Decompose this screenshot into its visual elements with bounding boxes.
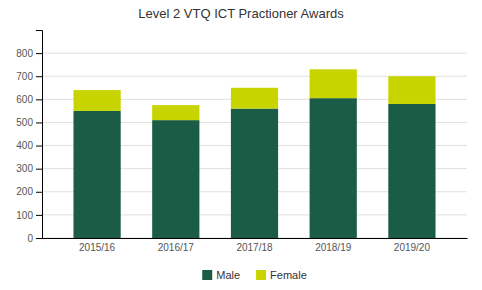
axis-line xyxy=(36,31,43,239)
tick-mark xyxy=(36,215,42,216)
tick-mark xyxy=(36,76,42,77)
tick-mark xyxy=(36,53,42,54)
tick: 400 xyxy=(16,140,42,151)
legend-swatch xyxy=(256,270,266,280)
tick: 2016/17 xyxy=(158,242,195,253)
tick-label: 200 xyxy=(16,186,33,197)
tick: 2015/16 xyxy=(79,242,116,253)
bar xyxy=(388,76,435,104)
tick-mark xyxy=(36,99,42,100)
tick-label: 700 xyxy=(16,71,33,82)
axis-line xyxy=(43,238,468,239)
tick: 300 xyxy=(16,163,42,174)
tick: 100 xyxy=(16,210,42,221)
tick-label: 500 xyxy=(16,117,33,128)
x-axis: 2015/16 2016/17 2017/18 2018/19 2019/20 xyxy=(43,239,468,254)
series xyxy=(73,98,435,238)
tick-label: 2017/18 xyxy=(236,242,273,253)
tick-label: 2018/19 xyxy=(315,242,352,253)
bars xyxy=(73,69,435,238)
chart: Level 2 VTQ ICT Practioner Awards 2015/16… xyxy=(0,0,482,290)
tick-label: 0 xyxy=(27,233,33,244)
tick-label: 2016/17 xyxy=(158,242,195,253)
title: Level 2 VTQ ICT Practioner Awards xyxy=(138,6,344,21)
tick: 600 xyxy=(16,94,42,105)
tick: 200 xyxy=(16,186,42,197)
bar xyxy=(152,105,199,120)
bar xyxy=(231,88,278,109)
tick-mark xyxy=(36,169,42,170)
legend-label: Female xyxy=(270,269,307,281)
plot: 2015/16 2016/17 2017/18 2018/19 2019/20 0 100 2… xyxy=(16,31,467,254)
legend: Male Female xyxy=(202,269,307,281)
tick: 2018/19 xyxy=(315,242,352,253)
tick: 800 xyxy=(16,48,42,59)
tick: 700 xyxy=(16,71,42,82)
legend-swatch xyxy=(202,270,212,280)
bar xyxy=(152,120,199,238)
legend-item: Male xyxy=(202,269,240,281)
bar xyxy=(388,104,435,238)
tick: 2017/18 xyxy=(236,242,273,253)
series xyxy=(73,69,435,120)
legend-label: Male xyxy=(216,269,240,281)
bar xyxy=(73,111,120,238)
tick-label: 100 xyxy=(16,210,33,221)
y-axis: 0 100 200 300 400 500 600 700 800 xyxy=(16,31,42,244)
tick-mark xyxy=(36,146,42,147)
tick: 2019/20 xyxy=(394,242,431,253)
tick-label: 2019/20 xyxy=(394,242,431,253)
legend-item: Female xyxy=(256,269,307,281)
tick-label: 300 xyxy=(16,163,33,174)
tick-label: 2015/16 xyxy=(79,242,116,253)
bar xyxy=(231,109,278,238)
tick-label: 800 xyxy=(16,48,33,59)
tick-label: 600 xyxy=(16,94,33,105)
bar xyxy=(73,90,120,111)
grid-line xyxy=(42,53,467,54)
bar xyxy=(310,69,357,98)
grid xyxy=(42,53,467,238)
tick: 500 xyxy=(16,117,42,128)
tick-mark xyxy=(36,122,42,123)
tick-mark xyxy=(36,192,42,193)
tick: 0 xyxy=(27,233,42,244)
bar xyxy=(310,98,357,238)
tick-mark xyxy=(36,238,42,239)
tick-label: 400 xyxy=(16,140,33,151)
